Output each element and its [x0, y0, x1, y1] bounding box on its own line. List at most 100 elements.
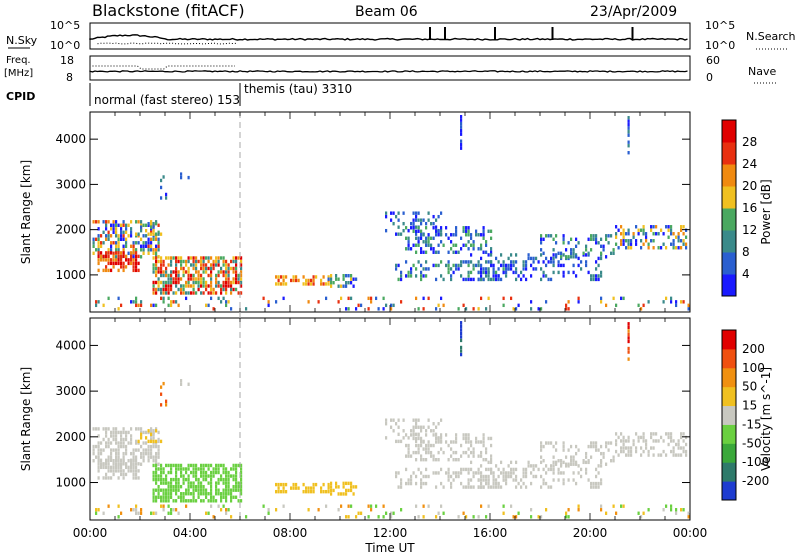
velocity-cell: [102, 448, 105, 452]
power-cell: [97, 258, 100, 262]
velocity-cell: [277, 489, 280, 494]
power-cell: [565, 303, 568, 308]
power-cell: [107, 251, 110, 255]
power-cell: [112, 261, 115, 266]
velocity-cell: [600, 478, 603, 482]
power-cell: [187, 284, 190, 288]
power-cell: [167, 263, 170, 267]
velocity-cell: [200, 470, 203, 475]
velocity-cell: [225, 470, 228, 475]
time-tick-label: 16:00: [473, 526, 508, 540]
power-cell: [112, 230, 115, 234]
power-cell: [527, 253, 530, 257]
velocity-cell: [130, 437, 133, 442]
velocity-cell: [685, 449, 688, 454]
power-cell: [515, 277, 518, 282]
velocity-cell: [115, 434, 118, 438]
velocity-cell: [617, 453, 620, 457]
velocity-cell: [195, 484, 198, 489]
velocity-cell: [137, 511, 140, 515]
power-cell: [640, 246, 643, 250]
freq-unit-label: [MHz]: [4, 68, 33, 79]
power-cell: [220, 266, 223, 271]
velocity-cell: [425, 443, 428, 448]
colorbar-cell: [722, 230, 736, 253]
velocity-cell: [150, 427, 153, 431]
velocity-cell: [672, 453, 675, 457]
power-cell: [477, 263, 480, 268]
freq-line: [89, 70, 688, 73]
velocity-cell: [522, 481, 525, 486]
power-cell: [112, 254, 115, 259]
velocity-cell: [650, 446, 653, 450]
velocity-cell: [130, 508, 133, 512]
velocity-cell: [120, 458, 123, 462]
velocity-cell: [222, 481, 225, 485]
velocity-cell: [132, 458, 135, 462]
velocity-cell: [407, 450, 410, 455]
power-cell: [645, 232, 648, 236]
velocity-cell: [442, 450, 445, 455]
power-cell: [402, 221, 405, 226]
power-cell: [627, 246, 630, 250]
power-cell: [652, 239, 655, 243]
power-cell: [452, 263, 455, 268]
velocity-cell: [225, 481, 228, 485]
velocity-cell: [222, 495, 225, 499]
power-cell: [145, 244, 148, 248]
power-cell: [432, 250, 435, 254]
power-cell: [110, 248, 113, 252]
velocity-cell: [425, 467, 428, 472]
power-cell: [450, 247, 453, 251]
velocity-cell: [165, 403, 168, 407]
velocity-cell: [142, 448, 145, 452]
power-cell: [442, 277, 445, 282]
velocity-cell: [662, 439, 665, 443]
velocity-cell: [530, 515, 533, 519]
power-cell: [237, 256, 240, 260]
velocity-cell: [112, 459, 115, 463]
power-cell: [482, 270, 485, 275]
power-cell: [182, 266, 185, 271]
velocity-cell: [480, 471, 483, 475]
velocity-cell: [205, 511, 208, 515]
velocity-cell: [230, 499, 233, 503]
velocity-cell: [212, 470, 215, 475]
power-cell: [95, 248, 98, 252]
velocity-cell: [415, 474, 418, 479]
velocity-cell: [240, 474, 243, 478]
velocity-cell: [407, 443, 410, 448]
velocity-cell: [510, 460, 513, 465]
power-cell: [587, 251, 590, 255]
power-cell: [302, 275, 305, 279]
velocity-cell: [107, 437, 110, 442]
velocity-cell: [625, 439, 628, 443]
velocity-cell: [235, 463, 238, 468]
velocity-cell: [435, 471, 438, 475]
power-cell: [175, 259, 178, 264]
velocity-cell: [237, 463, 240, 468]
power-cell: [220, 284, 223, 288]
power-cell: [197, 259, 200, 264]
velocity-cell: [172, 499, 175, 503]
power-cell: [475, 233, 478, 237]
velocity-cell: [130, 451, 133, 456]
velocity-cell: [415, 504, 418, 508]
power-cell: [310, 278, 313, 283]
velocity-cell: [565, 515, 568, 519]
power-cell: [130, 254, 133, 259]
velocity-cell: [230, 495, 233, 499]
velocity-cell: [135, 455, 138, 459]
velocity-cell: [115, 448, 118, 452]
power-cell: [425, 236, 428, 240]
velocity-cell: [140, 508, 143, 512]
velocity-cell: [227, 484, 230, 489]
power-cell: [437, 233, 440, 237]
velocity-cell: [160, 481, 163, 485]
velocity-cell: [410, 429, 413, 433]
velocity-cell: [130, 458, 133, 462]
velocity-cell: [472, 454, 475, 458]
power-cell: [337, 300, 340, 304]
velocity-cell: [140, 462, 143, 466]
velocity-cell: [555, 460, 558, 465]
